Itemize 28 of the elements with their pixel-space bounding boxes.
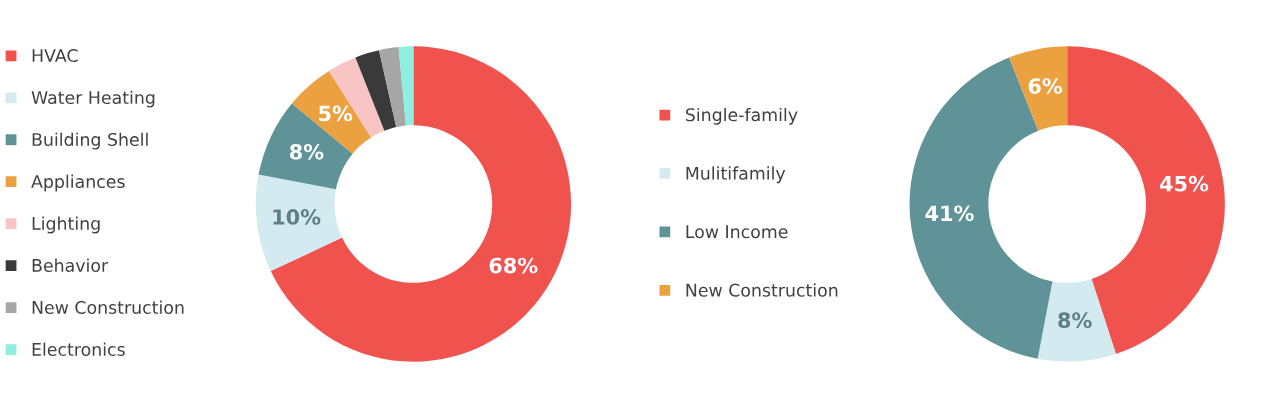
data-label: 10% — [273, 209, 321, 225]
legend-label: Low Income — [686, 225, 788, 239]
legend-label: Behavior — [32, 258, 109, 272]
data-label: 45% — [1159, 175, 1209, 192]
donut-slice — [1037, 278, 1116, 362]
legend-label: Appliances — [31, 174, 125, 192]
legend-label: New Construction — [32, 300, 184, 314]
data-label: 41% — [925, 205, 974, 222]
donut-slice — [379, 47, 406, 128]
legend-label: Lighting — [32, 216, 100, 234]
data-label: 5% — [319, 105, 353, 122]
legend-label: New Construction — [686, 283, 838, 297]
donut-slice — [270, 46, 572, 362]
donut-slice — [258, 103, 353, 190]
legend-label: HVAC — [32, 48, 78, 63]
legend-label: Single-family — [685, 107, 798, 125]
data-label: 6% — [1028, 78, 1063, 94]
legend-label: Building Shell — [32, 132, 148, 150]
data-label: 8% — [1058, 312, 1092, 329]
donut-slice — [398, 46, 414, 126]
legend-label: Electronics — [32, 342, 125, 356]
legend-label: Water Heating — [31, 90, 155, 108]
donut-slice — [1009, 46, 1068, 131]
donut-slice — [255, 174, 343, 272]
donut-slice — [355, 50, 397, 131]
legend-label: Mulitifamily — [686, 166, 786, 184]
data-label: 68% — [489, 257, 538, 274]
data-label: 8% — [290, 143, 324, 160]
